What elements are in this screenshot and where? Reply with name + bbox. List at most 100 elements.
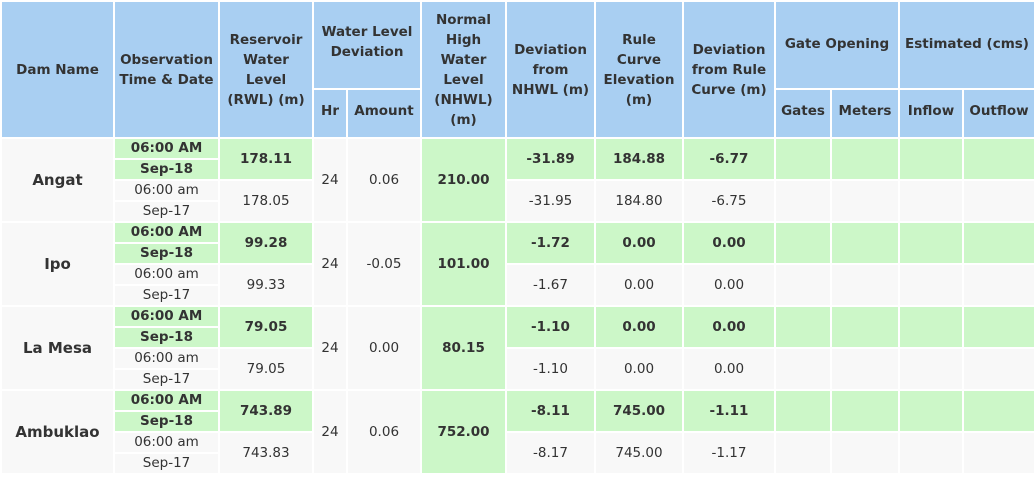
rwl: 79.05 [218,305,314,349]
hr: 24 [312,221,348,307]
header-cell: Deviation from Rule Curve (m) [682,0,776,139]
obs-time: 06:00 am [113,431,220,454]
empty-cell [898,305,964,349]
nhwl: 752.00 [420,389,507,475]
header-cell: Outflow [962,88,1034,139]
empty-cell [830,179,900,223]
empty-cell [774,263,832,307]
rule-curve: 0.00 [594,263,684,307]
empty-cell [830,431,900,475]
dam-name: Angat [0,137,115,223]
nhwl: 80.15 [420,305,507,391]
empty-cell [962,305,1034,349]
obs-date: Sep-17 [113,368,220,391]
empty-cell [774,347,832,391]
empty-cell [962,347,1034,391]
rule-curve: 745.00 [594,389,684,433]
hr: 24 [312,305,348,391]
obs-time: 06:00 am [113,263,220,286]
header-cell: Gate Opening [774,0,900,90]
empty-cell [962,221,1034,265]
empty-cell [830,347,900,391]
rwl: 99.28 [218,221,314,265]
header-cell: Amount [346,88,422,139]
rwl: 178.05 [218,179,314,223]
rule-curve: 0.00 [594,221,684,265]
empty-cell [898,179,964,223]
empty-cell [898,347,964,391]
empty-cell [898,137,964,181]
dev-rule: 0.00 [682,221,776,265]
table-row: 06:00 am 743.83 -8.17 745.00 -1.17 [1,431,1034,475]
table-row: Ipo 06:00 AM 99.28 24 -0.05 101.00 -1.72 0.00 0.… [0,221,1034,307]
rwl: 178.11 [218,137,314,181]
table-row: Sep-18 [1,158,1034,181]
header-cell: Estimated (cms) [898,0,1034,90]
dam-name: Ambuklao [0,389,115,475]
table-row: 06:00 am 99.33 -1.67 0.00 0.00 [1,263,1034,307]
table-row: La Mesa 06:00 AM 79.05 24 0.00 80.15 -1.10 0.00… [0,305,1034,391]
dev-rule: -1.11 [682,389,776,433]
amount: 0.06 [346,389,422,475]
obs-time: 06:00 AM [113,137,220,160]
empty-cell [774,389,832,433]
dev-rule: 0.00 [682,263,776,307]
obs-time: 06:00 AM [113,305,220,328]
dev-nhwl: -8.17 [505,431,596,475]
amount: 0.06 [346,137,422,223]
amount: -0.05 [346,221,422,307]
empty-cell [962,431,1034,475]
header-cell: Meters [830,88,900,139]
header-row: Hr Amount Gates Meters Inflow Outflow [1,88,1034,139]
obs-date: Sep-18 [113,410,220,433]
dev-nhwl: -8.11 [505,389,596,433]
empty-cell [774,179,832,223]
empty-cell [774,137,832,181]
dev-rule: 0.00 [682,347,776,391]
header-cell: Normal High Water Level (NHWL) (m) [420,0,507,139]
nhwl: 101.00 [420,221,507,307]
header-cell: Inflow [898,88,964,139]
table-row: 06:00 am 79.05 -1.10 0.00 0.00 [1,347,1034,391]
obs-date: Sep-17 [113,200,220,223]
dam-table: Dam Name Observation Time & Date Reservo… [0,0,1034,475]
dev-nhwl: -31.89 [505,137,596,181]
rwl: 743.83 [218,431,314,475]
rule-curve: 0.00 [594,305,684,349]
dev-rule: -6.75 [682,179,776,223]
empty-cell [830,137,900,181]
dev-nhwl: -1.72 [505,221,596,265]
table-row: 06:00 am 178.05 -31.95 184.80 -6.75 [1,179,1034,223]
header-cell: Rule Curve Elevation (m) [594,0,684,139]
table-row: Sep-18 [1,242,1034,265]
obs-time: 06:00 AM [113,389,220,412]
empty-cell [898,221,964,265]
obs-date: Sep-18 [113,242,220,265]
hr: 24 [312,389,348,475]
table-header: Dam Name Observation Time & Date Reservo… [0,0,1034,139]
dev-nhwl: -1.67 [505,263,596,307]
dev-nhwl: -1.10 [505,305,596,349]
dev-rule: 0.00 [682,305,776,349]
rule-curve: 184.88 [594,137,684,181]
dam-name: La Mesa [0,305,115,391]
header-cell: Observation Time & Date [113,0,220,139]
rwl: 743.89 [218,389,314,433]
rule-curve: 184.80 [594,179,684,223]
empty-cell [830,389,900,433]
obs-time: 06:00 am [113,179,220,202]
table-row: Sep-18 [1,326,1034,349]
header-cell: Water Level Deviation [312,0,422,90]
table-row: Sep-17 [1,284,1034,307]
header-cell: Hr [312,88,348,139]
empty-cell [774,221,832,265]
dev-nhwl: -1.10 [505,347,596,391]
empty-cell [962,179,1034,223]
header-cell: Deviation from NHWL (m) [505,0,596,139]
dev-nhwl: -31.95 [505,179,596,223]
nhwl: 210.00 [420,137,507,223]
header-cell: Dam Name [0,0,115,139]
dam-name: Ipo [0,221,115,307]
empty-cell [774,431,832,475]
